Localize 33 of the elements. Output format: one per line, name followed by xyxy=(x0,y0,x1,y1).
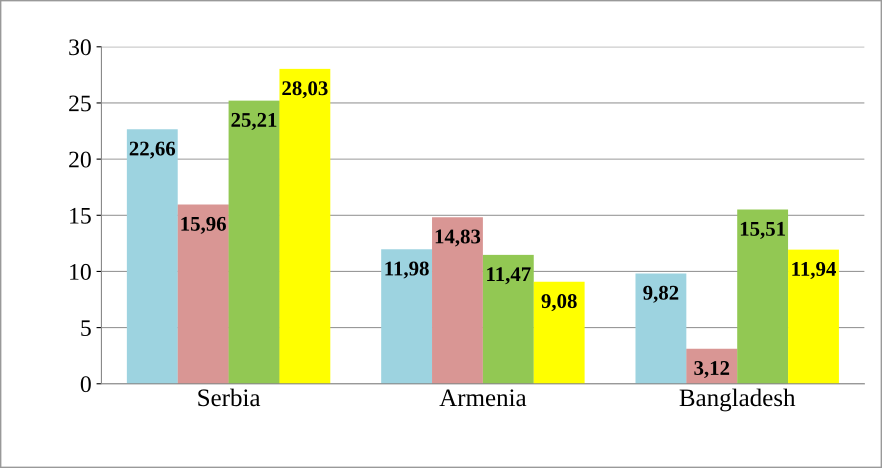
y-tick-label: 30 xyxy=(69,39,91,56)
data-label: 9,08 xyxy=(542,294,577,312)
bar xyxy=(635,273,686,384)
data-label: 28,03 xyxy=(282,81,328,98)
x-tick-label: Bangladesh xyxy=(680,388,796,412)
data-label: 11,47 xyxy=(487,267,531,284)
data-label: 11,94 xyxy=(792,262,836,279)
y-tick-label: 25 xyxy=(69,96,91,112)
bar xyxy=(534,282,585,384)
bar xyxy=(126,129,178,384)
y-tick-label: 0 xyxy=(80,376,91,392)
x-tick-label: Serbia xyxy=(198,388,260,406)
data-label: 25,21 xyxy=(231,112,276,130)
data-label: 22,66 xyxy=(130,142,176,159)
bar xyxy=(432,217,483,384)
x-tick-label: Armenia xyxy=(439,389,526,406)
bar xyxy=(381,249,432,384)
y-tick-label: 20 xyxy=(69,152,91,168)
data-label: 3,12 xyxy=(694,361,730,378)
data-label: 15,51 xyxy=(740,222,785,239)
bar xyxy=(737,210,788,384)
y-tick-label: 5 xyxy=(81,320,91,336)
bar xyxy=(178,204,229,384)
bar xyxy=(279,68,330,384)
data-label: 14,83 xyxy=(436,229,480,247)
data-label: 11,98 xyxy=(385,261,429,279)
bar xyxy=(788,250,839,384)
bar xyxy=(482,254,534,384)
data-label: 9,82 xyxy=(643,286,678,303)
data-label: 15,96 xyxy=(181,216,226,234)
bar xyxy=(228,100,280,384)
y-tick-label: 15 xyxy=(70,208,91,224)
y-tick-label: 10 xyxy=(70,264,91,280)
